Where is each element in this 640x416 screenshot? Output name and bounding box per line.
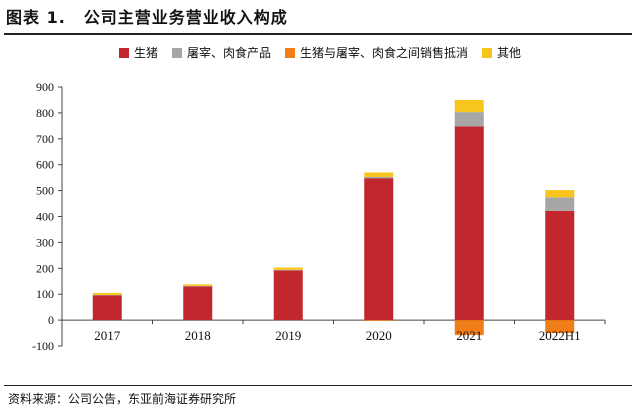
title-rule — [4, 33, 632, 35]
legend-item-pigs: 生猪 — [118, 44, 158, 61]
bar-segment-2022H1-series-2 — [545, 320, 575, 334]
x-tick-label: 2018 — [185, 328, 211, 343]
legend-label-offset: 生猪与屠宰、肉食之间销售抵消 — [300, 46, 469, 60]
bar-segment-2019-series-1 — [273, 269, 303, 271]
bar-segment-2020-series-0 — [364, 178, 394, 321]
bar-segment-2017-series-3 — [92, 292, 122, 295]
legend: 生猪 屠宰、肉食产品 生猪与屠宰、肉食之间销售抵消 其他 — [0, 44, 640, 61]
y-tick-label: 500 — [36, 184, 54, 198]
bar-segment-2022H1-series-0 — [545, 210, 575, 321]
y-tick-label: 600 — [36, 158, 54, 172]
legend-swatch-offset — [285, 47, 295, 58]
bar-segment-2018-series-0 — [183, 286, 213, 321]
bar-segment-2019-series-0 — [273, 270, 303, 321]
figure-title: 图表 1. 公司主营业务营业收入构成 — [6, 4, 288, 32]
figure-label: 图表 1. — [6, 8, 66, 27]
y-tick-label: 0 — [48, 313, 54, 327]
bar-segment-2021-series-2 — [454, 320, 484, 336]
x-tick-label: 2017 — [94, 328, 121, 343]
legend-label-pigs: 生猪 — [133, 46, 158, 60]
legend-item-slaughter: 屠宰、肉食产品 — [171, 44, 271, 61]
bar-segment-2018-series-3 — [183, 284, 213, 286]
bar-segment-2019-series-3 — [273, 267, 303, 270]
y-tick-label: 800 — [36, 106, 54, 120]
bar-segment-2018-series-1 — [183, 285, 213, 287]
bar-segment-2017-series-0 — [92, 295, 122, 321]
y-tick-label: 400 — [36, 210, 54, 224]
y-tick-label: 700 — [36, 132, 54, 146]
x-tick-label: 2022H1 — [539, 328, 581, 343]
source-note: 资料来源：公司公告，东亚前海证券研究所 — [8, 392, 237, 406]
figure-title-text: 公司主营业务营业收入构成 — [83, 8, 288, 27]
legend-swatch-pigs — [118, 47, 129, 58]
legend-swatch-slaughter — [171, 47, 182, 58]
bar-segment-2021-series-3 — [454, 99, 484, 113]
bar-segment-2022H1-series-1 — [545, 197, 575, 211]
legend-swatch-other — [482, 47, 493, 58]
bar-segment-2017-series-1 — [92, 294, 122, 296]
y-tick-label: -100 — [32, 339, 54, 353]
bar-segment-2020-series-1 — [364, 176, 394, 179]
source-rule — [4, 385, 632, 386]
y-tick-label: 100 — [36, 287, 54, 301]
bar-segment-2022H1-series-3 — [545, 190, 575, 198]
legend-item-other: 其他 — [482, 44, 521, 61]
x-tick-label: 2019 — [275, 328, 301, 343]
legend-label-slaughter: 屠宰、肉食产品 — [186, 46, 271, 60]
x-tick-label: 2020 — [366, 328, 392, 343]
bar-segment-2021-series-0 — [454, 126, 484, 321]
bar-segment-2020-series-2 — [364, 320, 394, 321]
bar-segment-2020-series-3 — [364, 172, 394, 177]
legend-item-offset: 生猪与屠宰、肉食之间销售抵消 — [285, 44, 468, 61]
y-tick-label: 200 — [36, 261, 54, 275]
y-tick-label: 300 — [36, 235, 54, 249]
bar-segment-2021-series-1 — [454, 112, 484, 127]
x-tick-label: 2021 — [456, 328, 482, 343]
y-tick-label: 900 — [36, 80, 54, 94]
legend-label-other: 其他 — [497, 46, 522, 60]
